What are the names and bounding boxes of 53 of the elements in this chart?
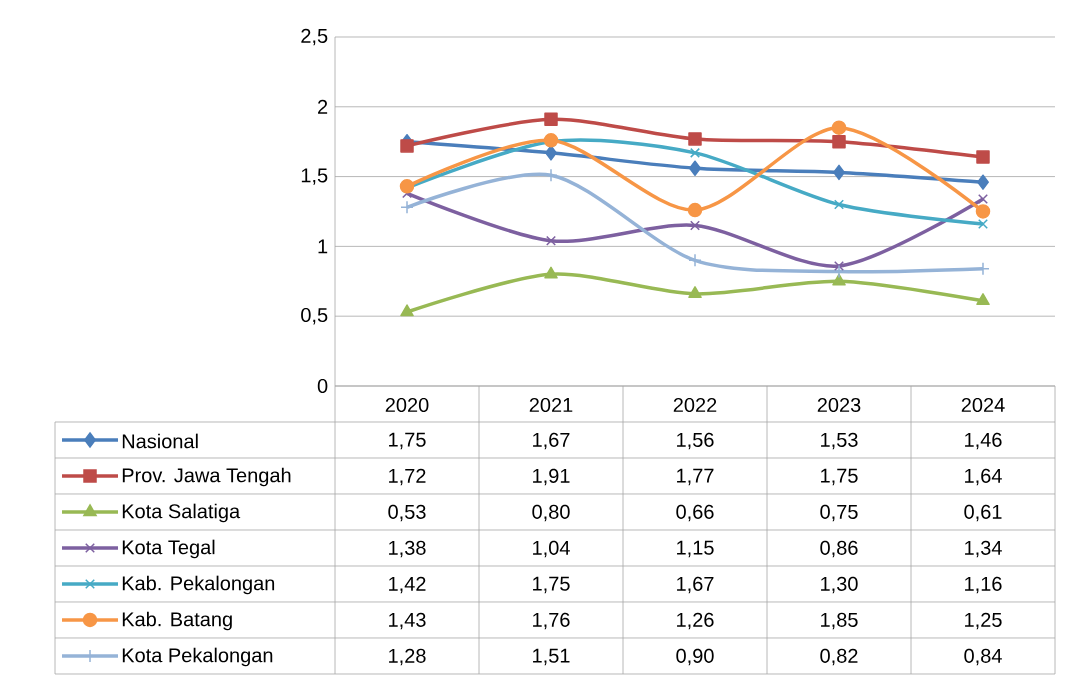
data-label: 1,67 — [533, 432, 570, 450]
data-label: 1,75 — [389, 432, 426, 450]
data-label: 0,75 — [820, 504, 858, 522]
legend-label: Prov. Jawa Tengah — [122, 467, 291, 487]
data-label: 1,34 — [965, 540, 1002, 558]
data-label: 1,53 — [821, 432, 858, 450]
legend-label: Kota Pekalongan — [122, 647, 273, 667]
data-label: 1,04 — [533, 540, 570, 558]
y-tick-label: 2,5 — [301, 28, 328, 46]
y-tick-label: 1,5 — [301, 168, 328, 185]
data-label: 1,76 — [533, 612, 570, 630]
y-tick-label: 0 — [317, 378, 328, 394]
data-label: 1,72 — [389, 468, 426, 486]
legend-label: Nasional — [122, 433, 198, 449]
data-label: 1,64 — [965, 468, 1002, 486]
x-tick-label: 2023 — [817, 397, 861, 413]
data-label: 0,66 — [676, 504, 714, 522]
x-tick-label: 2020 — [385, 397, 429, 413]
data-label: 0,61 — [964, 504, 1002, 522]
legend-label: Kota Salatiga — [122, 503, 241, 523]
data-label: 1,28 — [389, 648, 426, 666]
x-tick-label: 2021 — [529, 397, 573, 413]
data-label: 1,42 — [389, 576, 426, 594]
data-label: 1,91 — [533, 468, 570, 486]
legend-label: Kab. Batang — [122, 611, 232, 631]
data-label: 1,25 — [965, 612, 1002, 630]
y-tick-label: 2 — [318, 99, 328, 114]
data-label: 1,75 — [821, 468, 858, 486]
data-label: 1,16 — [965, 576, 1002, 594]
data-label: 1,30 — [821, 576, 858, 594]
data-label: 1,56 — [677, 432, 714, 450]
legend-label: Kota Tegal — [122, 539, 215, 559]
data-label: 1,26 — [677, 612, 714, 630]
data-label: 1,77 — [677, 468, 714, 486]
data-label: 0,86 — [820, 540, 858, 558]
y-tick-label: 1 — [318, 239, 328, 254]
legend-label: Kab. Pekalongan — [122, 575, 275, 595]
data-label: 0,53 — [388, 504, 426, 522]
data-label: 1,85 — [821, 612, 858, 630]
data-label: 0,84 — [964, 648, 1002, 666]
y-tick-label: 0,5 — [301, 307, 328, 325]
data-label: 1,46 — [965, 432, 1002, 450]
data-label: 0,80 — [532, 504, 570, 522]
data-label: 0,90 — [676, 648, 714, 666]
data-label: 1,38 — [389, 540, 426, 558]
data-label: 1,15 — [677, 540, 714, 558]
data-label: 1,43 — [389, 612, 426, 630]
data-label: 1,67 — [677, 576, 714, 594]
x-tick-label: 2022 — [673, 397, 717, 413]
data-label: 1,51 — [533, 648, 570, 666]
data-label: 1,75 — [533, 576, 570, 594]
x-tick-label: 2024 — [961, 397, 1005, 413]
data-label: 0,82 — [820, 648, 858, 666]
